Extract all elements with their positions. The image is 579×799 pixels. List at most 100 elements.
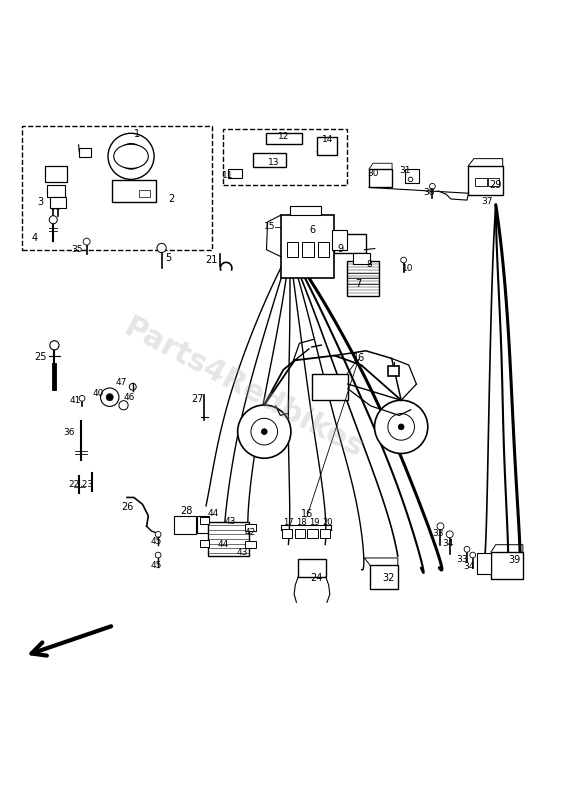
Bar <box>298 559 326 577</box>
Circle shape <box>50 204 56 209</box>
Bar <box>282 529 292 538</box>
Circle shape <box>129 384 136 390</box>
Text: 37: 37 <box>481 197 492 206</box>
Text: 8: 8 <box>366 260 372 268</box>
Text: 31: 31 <box>399 166 411 175</box>
Text: 41: 41 <box>69 396 81 405</box>
Bar <box>491 551 523 579</box>
Bar <box>245 524 255 531</box>
Bar <box>477 554 491 574</box>
Bar <box>318 242 329 256</box>
Text: 26: 26 <box>121 502 133 511</box>
Circle shape <box>430 184 435 189</box>
Text: 38: 38 <box>423 188 435 197</box>
Bar <box>295 529 305 538</box>
Text: 9: 9 <box>337 244 343 253</box>
Bar <box>79 149 91 157</box>
Bar <box>112 180 156 202</box>
Circle shape <box>408 177 413 181</box>
Text: 6: 6 <box>310 225 316 235</box>
Bar <box>200 540 208 547</box>
Bar <box>281 215 334 279</box>
Bar <box>287 242 298 256</box>
Bar <box>302 242 314 256</box>
Circle shape <box>398 424 404 430</box>
Text: 19: 19 <box>309 519 320 527</box>
Text: 14: 14 <box>323 134 334 144</box>
Circle shape <box>155 552 161 558</box>
Text: 28: 28 <box>181 507 193 516</box>
Text: 27: 27 <box>191 395 204 404</box>
Bar <box>21 125 212 249</box>
Text: 18: 18 <box>296 519 306 527</box>
Bar <box>138 189 150 197</box>
Bar <box>174 516 196 535</box>
Text: 40: 40 <box>93 389 104 398</box>
Text: 36: 36 <box>64 428 75 437</box>
Text: 22: 22 <box>68 480 80 489</box>
Text: 43: 43 <box>225 517 236 527</box>
Text: 43: 43 <box>237 548 248 557</box>
Text: 13: 13 <box>267 157 279 167</box>
Text: 25: 25 <box>34 352 47 362</box>
Bar <box>335 234 366 252</box>
Bar <box>290 206 321 215</box>
Bar <box>347 261 379 296</box>
Bar <box>320 529 331 538</box>
Text: 3: 3 <box>38 197 43 207</box>
Circle shape <box>401 257 406 263</box>
Text: 29: 29 <box>489 180 501 190</box>
Bar <box>312 374 348 400</box>
Text: 33: 33 <box>432 529 444 538</box>
Bar <box>50 197 66 208</box>
Circle shape <box>464 547 470 552</box>
Text: 11: 11 <box>222 172 233 181</box>
Text: ,23: ,23 <box>79 480 94 489</box>
Circle shape <box>101 388 119 407</box>
Circle shape <box>375 400 428 454</box>
Text: 12: 12 <box>278 133 290 141</box>
Bar <box>353 252 370 264</box>
Circle shape <box>107 394 113 400</box>
Circle shape <box>470 552 475 558</box>
Text: 1: 1 <box>134 129 140 140</box>
Circle shape <box>118 144 144 169</box>
Text: 35: 35 <box>72 245 83 254</box>
Text: 7: 7 <box>356 280 362 289</box>
Bar <box>266 133 302 144</box>
Bar <box>475 177 486 186</box>
Text: Parts4Redbikes: Parts4Redbikes <box>119 312 368 463</box>
Bar <box>369 169 392 188</box>
Circle shape <box>119 400 128 410</box>
Text: 30: 30 <box>367 169 379 177</box>
Bar <box>252 153 286 167</box>
Circle shape <box>155 531 161 537</box>
Circle shape <box>108 133 154 180</box>
Text: 10: 10 <box>402 264 413 272</box>
Text: 17: 17 <box>283 519 294 527</box>
Circle shape <box>261 429 267 435</box>
Text: 20: 20 <box>323 519 333 527</box>
Circle shape <box>157 244 166 252</box>
Text: 34: 34 <box>464 562 475 571</box>
Circle shape <box>49 216 57 224</box>
Bar <box>228 169 242 178</box>
Text: 44: 44 <box>208 509 219 518</box>
Text: 47: 47 <box>116 378 127 387</box>
Circle shape <box>251 419 277 445</box>
Text: 2: 2 <box>168 194 174 204</box>
Text: 16: 16 <box>301 509 313 519</box>
Circle shape <box>437 523 444 530</box>
Text: 4: 4 <box>32 233 38 243</box>
Bar <box>388 366 400 376</box>
Text: 45: 45 <box>150 561 162 570</box>
Circle shape <box>446 531 453 538</box>
Bar <box>245 541 255 548</box>
Bar <box>208 522 249 556</box>
Text: 24: 24 <box>310 573 323 583</box>
Text: 34: 34 <box>442 539 454 548</box>
Text: 45: 45 <box>150 537 162 546</box>
Bar <box>45 165 67 181</box>
Bar <box>468 166 503 195</box>
Bar <box>197 516 209 533</box>
